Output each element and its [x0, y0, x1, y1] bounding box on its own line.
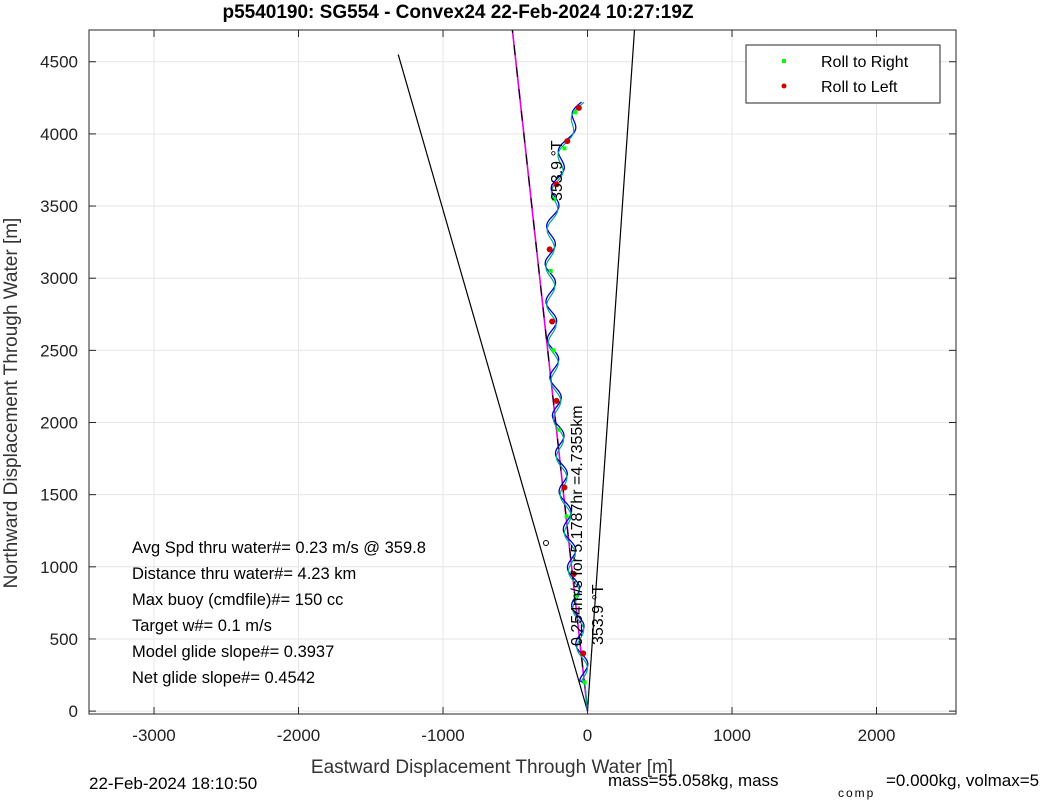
legend-label-roll-right: Roll to Right — [821, 54, 909, 71]
footer-mass: mass=55.058kg, mass — [608, 771, 779, 790]
chart-title: p5540190: SG554 - Convex24 22-Feb-2024 1… — [222, 2, 693, 23]
footer-mass-rest: =0.000kg, volmax=5 — [886, 771, 1039, 790]
footer: 22-Feb-2024 18:10:50 mass=55.058kg, mass… — [89, 771, 1039, 800]
roll-right-marker — [551, 348, 556, 353]
current-marker — [543, 540, 549, 546]
roll-right-marker — [564, 514, 569, 519]
roll-left-marker — [564, 138, 571, 145]
roll-left-marker — [546, 246, 553, 253]
plot-frame — [88, 29, 957, 715]
stat-line: Distance thru water#= 4.23 km — [132, 565, 356, 583]
stat-line: Model glide slope#= 0.3937 — [132, 643, 334, 661]
legend: Roll to Right Roll to Left — [745, 44, 941, 104]
roll-right-marker — [573, 110, 578, 115]
roll-right-marker — [552, 196, 557, 201]
roll-right-marker — [548, 268, 553, 273]
roll-left-marker — [553, 181, 560, 188]
stat-line: Avg Spd thru water#= 0.23 m/s @ 359.8 — [132, 539, 426, 557]
roll-left-marker — [580, 650, 587, 657]
x-tick-label: 0 — [583, 726, 592, 745]
x-axis-label: Eastward Displacement Through Water [m] — [311, 757, 673, 778]
y-tick-label: 0 — [69, 702, 78, 721]
roll-left-marker — [575, 104, 582, 111]
y-tick-label: 4000 — [40, 125, 78, 144]
stat-line: Net glide slope#= 0.4542 — [132, 669, 315, 687]
stat-line: Max buoy (cmdfile)#= 150 cc — [132, 591, 343, 609]
roll-left-marker — [553, 397, 560, 404]
y-tick-label: 3500 — [40, 197, 78, 216]
roll-left-marker — [570, 571, 577, 578]
y-tick-label: 4500 — [40, 53, 78, 72]
current-label: 0.254m/s for 5.1787hr =4.7355km — [569, 405, 586, 646]
marker-group — [546, 104, 587, 685]
roll-left-marker — [561, 484, 568, 491]
grid — [89, 30, 956, 714]
x-tick-label: 1000 — [713, 726, 751, 745]
roll-right-marker — [556, 427, 561, 432]
legend-marker-roll-left — [781, 83, 787, 89]
roll-right-marker — [582, 680, 587, 685]
heading-upper-label: 353.9 °T — [549, 140, 566, 201]
roll-left-marker — [549, 318, 556, 325]
cone-left-line — [397, 54, 589, 712]
legend-label-roll-left: Roll to Left — [821, 79, 898, 96]
y-tick-label: 2000 — [40, 414, 78, 433]
y-tick-label: 1000 — [40, 558, 78, 577]
x-tick-label: -3000 — [132, 726, 175, 745]
x-tick-label: 2000 — [858, 726, 896, 745]
y-axis-label: Northward Displacement Through Water [m] — [1, 218, 22, 589]
y-tick-label: 500 — [50, 630, 78, 649]
y-tick-label: 3000 — [40, 269, 78, 288]
axis-ticks: -3000 -2000 -1000 0 1000 2000 0 500 1000 1500 2000… — [40, 30, 956, 745]
stats-block: Avg Spd thru water#= 0.23 m/s @ 359.8 Dis… — [132, 539, 426, 687]
heading-lower-label: 353.9 °T — [590, 584, 607, 645]
footer-mass-subscript: comp — [838, 786, 875, 800]
x-tick-label: -2000 — [277, 726, 320, 745]
y-tick-label: 2500 — [40, 341, 78, 360]
roll-right-marker — [573, 593, 578, 598]
cone-right-line — [586, 29, 636, 712]
roll-right-marker — [562, 146, 567, 151]
footer-timestamp: 22-Feb-2024 18:10:50 — [89, 774, 257, 793]
legend-box — [745, 44, 941, 104]
x-tick-label: -1000 — [421, 726, 464, 745]
stat-line: Target w#= 0.1 m/s — [132, 617, 272, 635]
legend-marker-roll-right — [782, 59, 786, 63]
annotations: 353.9 °T 0.254m/s for 5.1787hr =4.7355km… — [543, 140, 607, 646]
y-tick-label: 1500 — [40, 486, 78, 505]
